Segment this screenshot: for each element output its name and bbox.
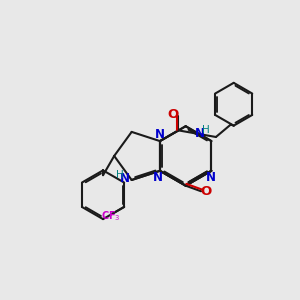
Text: CF$_3$: CF$_3$ — [101, 209, 121, 223]
Text: H: H — [116, 169, 124, 180]
Text: N: N — [155, 128, 165, 141]
Text: N: N — [152, 171, 163, 184]
Text: N: N — [195, 127, 205, 140]
Text: O: O — [167, 107, 179, 121]
Text: N: N — [120, 172, 130, 185]
Text: O: O — [201, 185, 212, 198]
Text: H: H — [202, 125, 210, 135]
Text: N: N — [206, 171, 216, 184]
